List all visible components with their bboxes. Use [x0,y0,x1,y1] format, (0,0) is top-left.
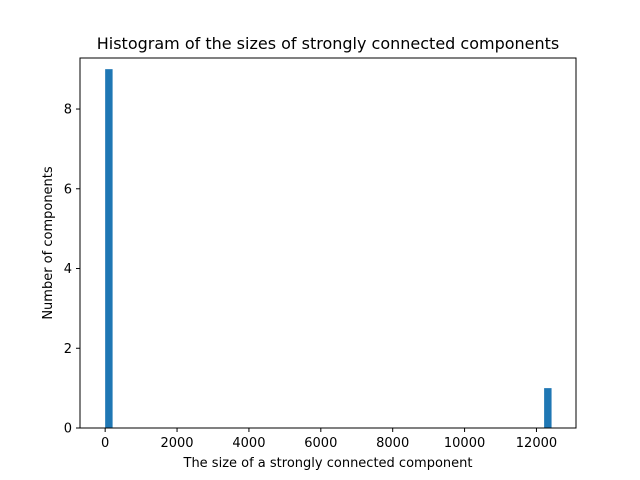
x-tick-label: 8000 [376,436,409,451]
x-tick-label: 12000 [516,436,557,451]
y-tick-label: 4 [64,262,72,277]
x-tick-label: 2000 [160,436,193,451]
x-tick-label: 0 [101,436,109,451]
x-tick-label: 6000 [304,436,337,451]
y-axis-ticks: 0 2 4 6 8 [64,103,80,437]
histogram-bar-0 [105,69,113,428]
plot-area-frame [79,57,577,429]
y-tick-label: 8 [64,103,72,118]
x-axis-label: The size of a strongly connected compone… [183,456,473,471]
bars-layer [105,69,552,428]
x-tick-label: 10000 [444,436,485,451]
y-tick-label: 2 [64,342,72,357]
y-axis-label: Number of components [41,166,56,320]
y-tick-label: 0 [64,422,72,437]
y-tick-label: 6 [64,182,72,197]
chart-title: Histogram of the sizes of strongly conne… [97,34,560,53]
x-tick-label: 4000 [232,436,265,451]
x-axis-ticks: 0 2000 4000 6000 8000 10000 12000 [101,428,557,451]
histogram-bar-1 [544,388,552,428]
